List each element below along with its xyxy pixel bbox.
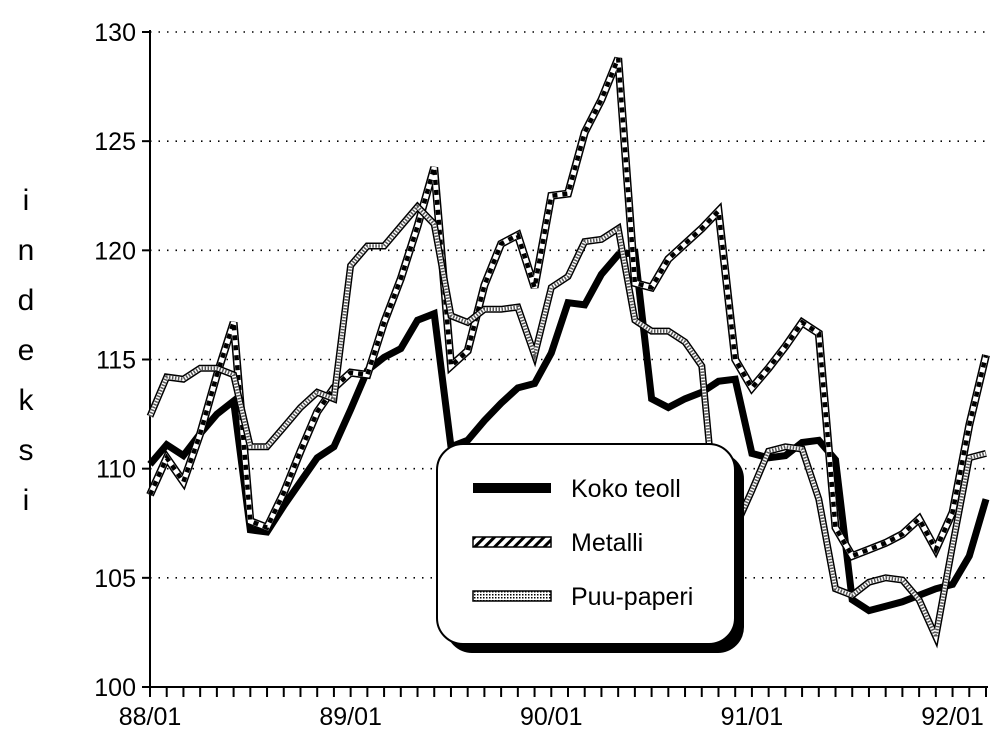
- legend-swatch: [473, 483, 551, 493]
- y-tick-label: 105: [94, 565, 136, 593]
- legend-swatch: [472, 536, 552, 548]
- y-axis-label-letter: k: [19, 384, 35, 417]
- series-lines: [146, 56, 990, 649]
- y-axis-label-letter: i: [23, 484, 30, 517]
- y-axis-label-letter: e: [18, 334, 35, 367]
- x-tick-label: 89/01: [319, 703, 382, 731]
- y-axis-label-letter: s: [19, 434, 34, 467]
- y-axis-label-letter: d: [18, 284, 35, 317]
- legend-swatch: [472, 590, 552, 602]
- legend-label: Koko teoll: [571, 475, 681, 503]
- y-tick-label: 110: [96, 456, 136, 484]
- axes: [142, 30, 988, 697]
- y-tick-label: 130: [94, 19, 136, 47]
- series-line: [148, 204, 987, 643]
- y-tick-label: 100: [94, 674, 136, 702]
- y-tick-label: 125: [94, 128, 136, 156]
- legend-label: Puu-paperi: [571, 583, 693, 611]
- x-tick-label: 90/01: [520, 703, 583, 731]
- y-tick-labels: 100 105 110 115 120 125 130: [94, 19, 136, 702]
- legend: Koko teoll Metalli Puu-paperi: [436, 443, 744, 653]
- series-line-inner: [147, 57, 989, 560]
- y-tick-label: 120: [94, 237, 136, 265]
- x-tick-label: 91/01: [721, 703, 784, 731]
- series-metalli: [146, 56, 990, 561]
- x-tick-label: 88/01: [119, 703, 182, 731]
- y-axis-label-letter: i: [23, 184, 30, 217]
- series-puu-paperi: [146, 201, 987, 649]
- x-tick-label: 92/01: [921, 703, 984, 731]
- x-tick-labels: 88/01 89/01 90/01 91/01 92/01: [119, 703, 984, 731]
- legend-label: Metalli: [571, 529, 643, 557]
- y-axis-label-letter: n: [18, 234, 35, 267]
- y-tick-label: 115: [96, 347, 136, 375]
